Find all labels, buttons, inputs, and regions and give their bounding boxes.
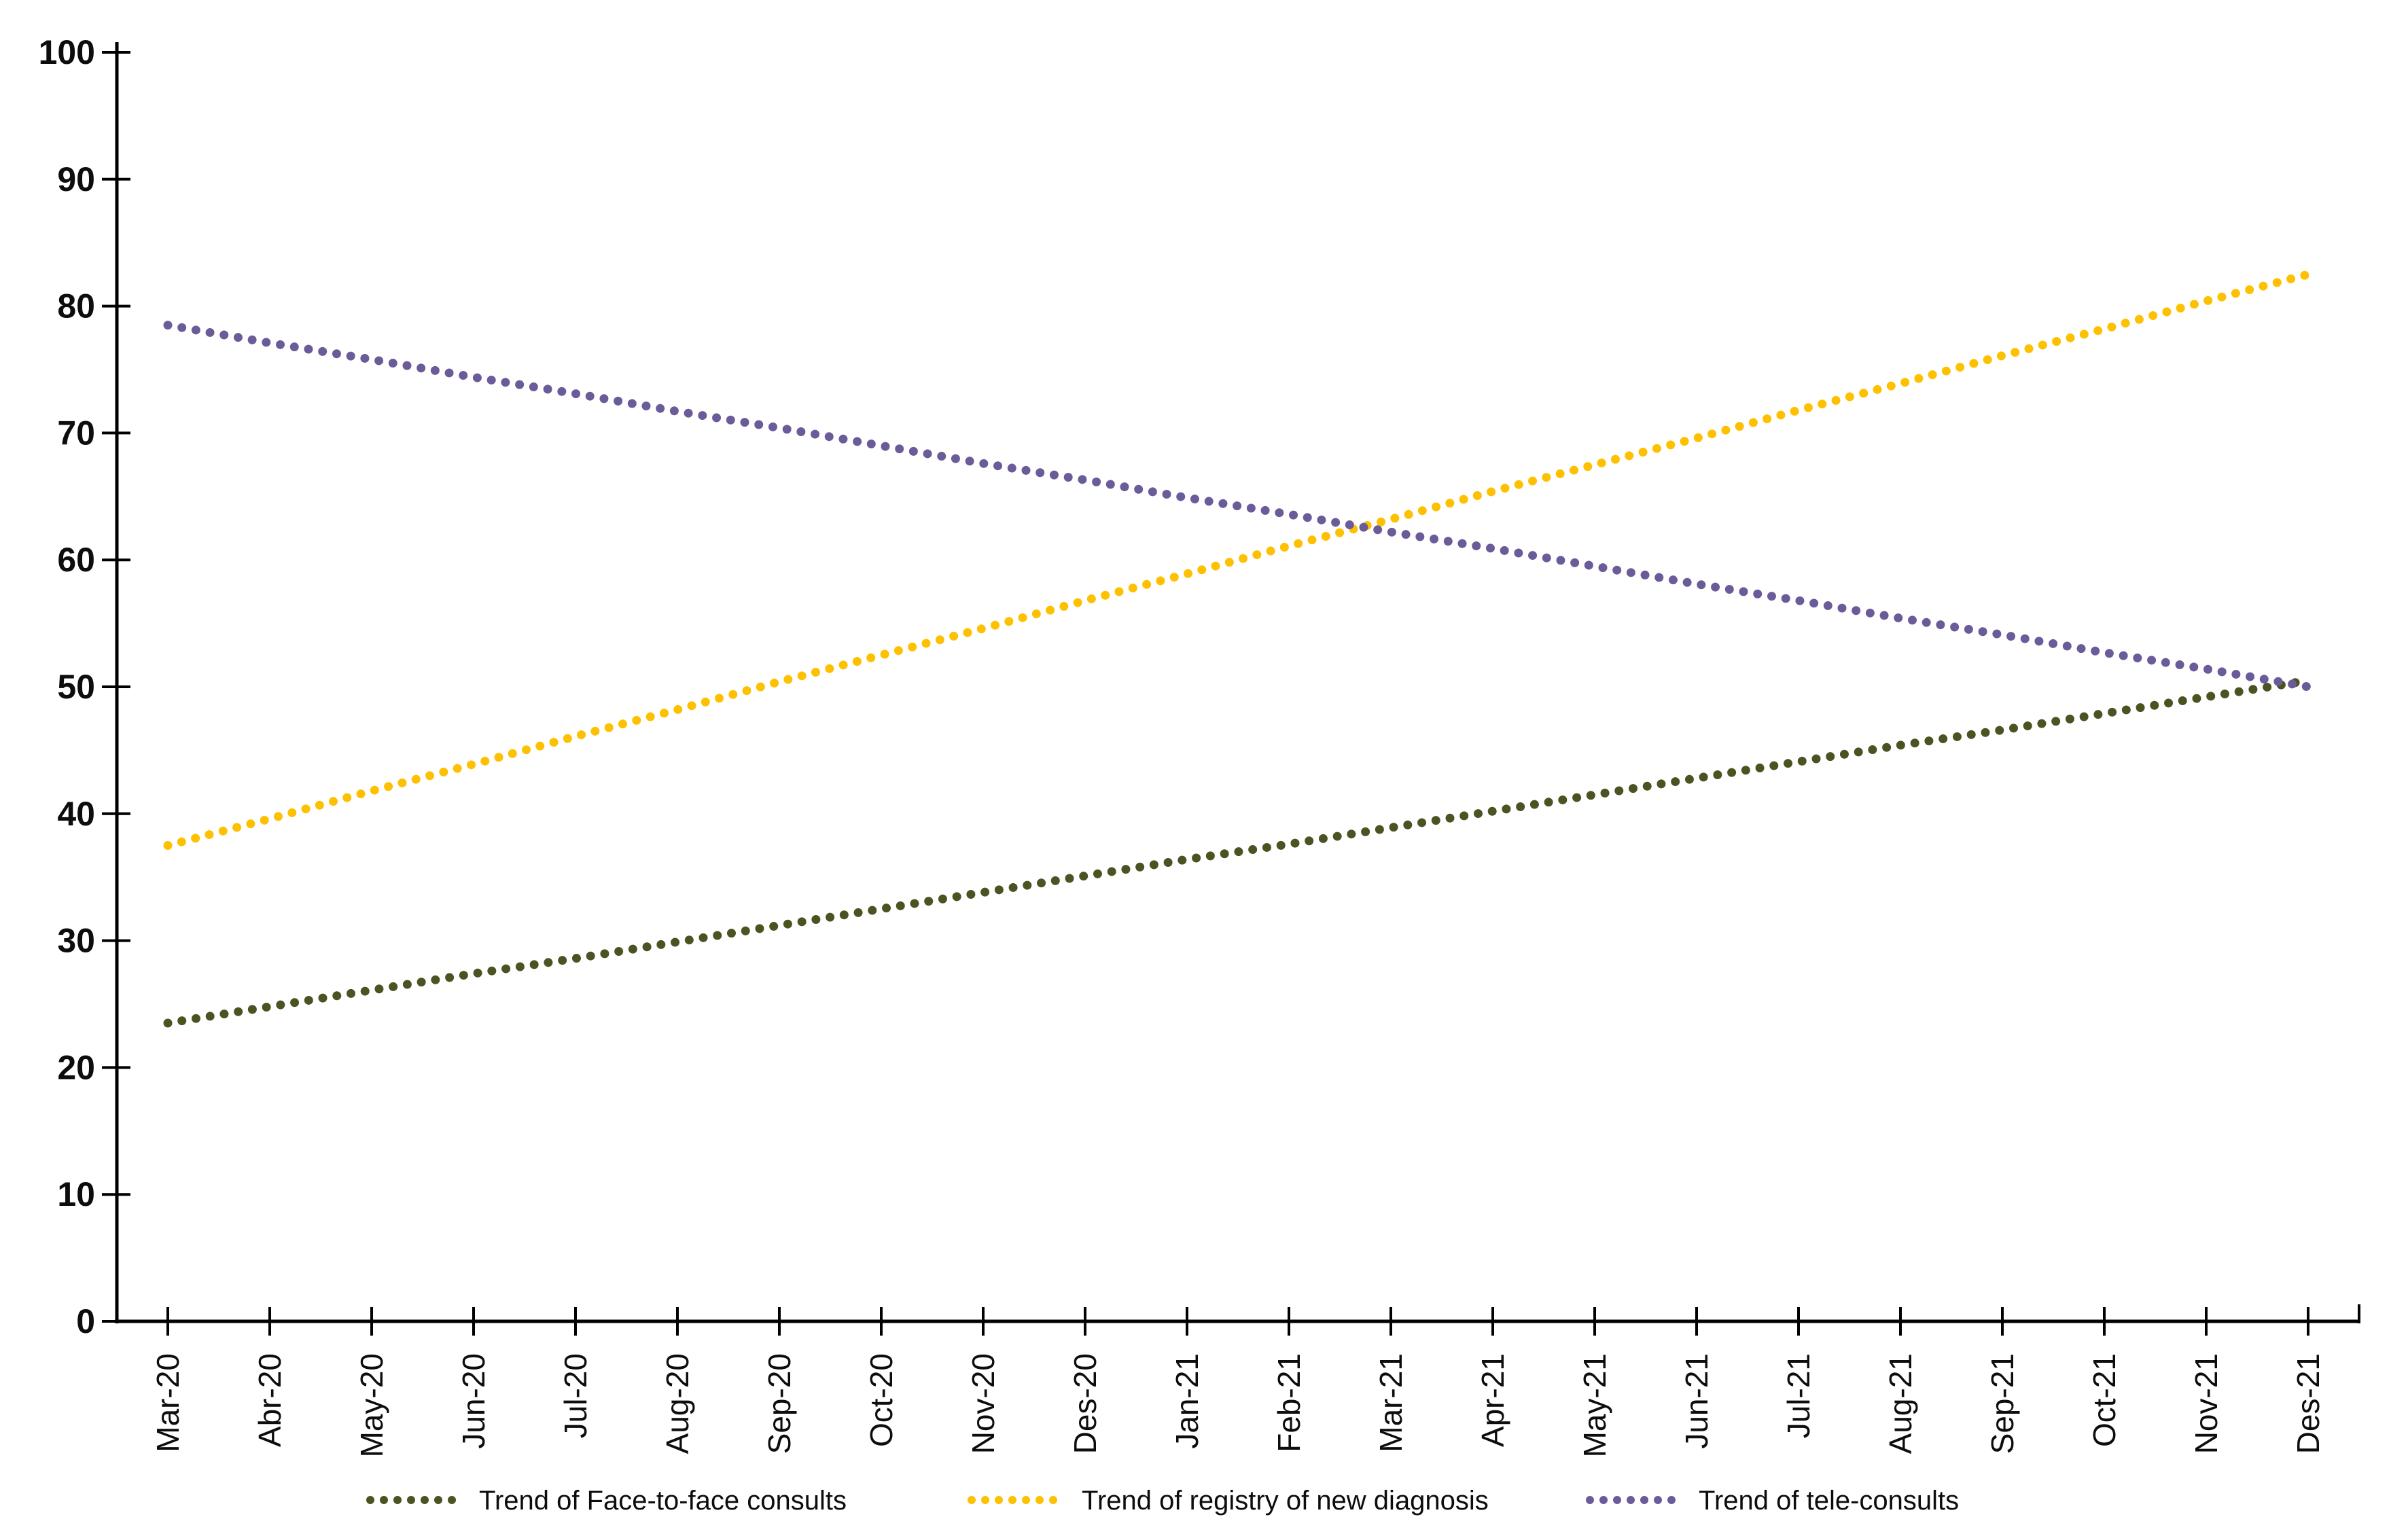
y-tick-label: 40: [57, 795, 95, 833]
y-axis-labels: 0 10 20 30 40 50 60 70 80 90 100: [39, 33, 95, 1340]
y-tick-label: 90: [57, 160, 95, 198]
x-tick-label: Aug-21: [1883, 1353, 1918, 1454]
y-tick-label: 20: [57, 1048, 95, 1086]
x-tick-label: Jul-20: [558, 1353, 593, 1438]
legend-item-face-to-face: Trend of Face-to-face consults: [366, 1486, 847, 1516]
series-group: [163, 270, 2313, 1028]
y-tick-label: 100: [39, 33, 95, 71]
series-line-2: [163, 321, 2313, 692]
legend-label-registry: Trend of registry of new diagnosis: [1082, 1486, 1489, 1516]
y-tick-label: 0: [76, 1302, 95, 1340]
x-tick-label: Oct-21: [2087, 1353, 2122, 1447]
x-tick-label: Aug-20: [660, 1353, 695, 1454]
x-tick-label: Jun-20: [456, 1353, 491, 1449]
x-tick-label: Jun-21: [1679, 1353, 1714, 1449]
y-tick-label: 60: [57, 541, 95, 579]
legend-label-tele-consults: Trend of tele-consults: [1699, 1486, 1959, 1516]
x-axis-labels: Mar-20 Abr-20 May-20 Jun-20 Jul-20 Aug-20 Sep-…: [150, 1353, 2326, 1457]
x-tick-label: Mar-20: [150, 1353, 185, 1452]
x-tick-label: Nov-21: [2189, 1353, 2224, 1454]
x-tick-label: Apr-21: [1475, 1353, 1510, 1447]
legend-label-face-to-face: Trend of Face-to-face consults: [479, 1486, 847, 1516]
x-tick-label: Sep-20: [762, 1353, 797, 1454]
x-tick-label: May-21: [1577, 1353, 1612, 1457]
legend-item-tele-consults: Trend of tele-consults: [1586, 1486, 1959, 1516]
x-tick-label: Sep-21: [1985, 1353, 2020, 1454]
x-tick-label: Jul-21: [1781, 1353, 1816, 1438]
axes: [115, 42, 2360, 1323]
x-axis-ticks: [166, 1307, 2309, 1336]
legend-item-registry: Trend of registry of new diagnosis: [968, 1486, 1489, 1516]
x-tick-label: Abr-20: [252, 1353, 287, 1447]
x-tick-label: Jan-21: [1169, 1353, 1205, 1449]
x-tick-label: Des-21: [2290, 1353, 2326, 1454]
series-line-1: [163, 270, 2313, 850]
legend: Trend of Face-to-face consults Trend of …: [366, 1486, 1959, 1516]
x-tick-label: Oct-20: [864, 1353, 899, 1447]
y-tick-label: 50: [57, 668, 95, 706]
y-tick-label: 30: [57, 922, 95, 960]
series-line-0: [163, 676, 2313, 1028]
x-tick-label: May-20: [354, 1353, 389, 1457]
x-tick-label: Des-20: [1067, 1353, 1103, 1454]
x-tick-label: Mar-21: [1373, 1353, 1409, 1452]
y-tick-label: 70: [57, 414, 95, 452]
y-tick-label: 80: [57, 287, 95, 325]
x-tick-label: Nov-20: [966, 1353, 1001, 1454]
y-tick-label: 10: [57, 1175, 95, 1213]
x-tick-label: Feb-21: [1271, 1353, 1307, 1452]
y-axis-ticks: [102, 51, 130, 1323]
